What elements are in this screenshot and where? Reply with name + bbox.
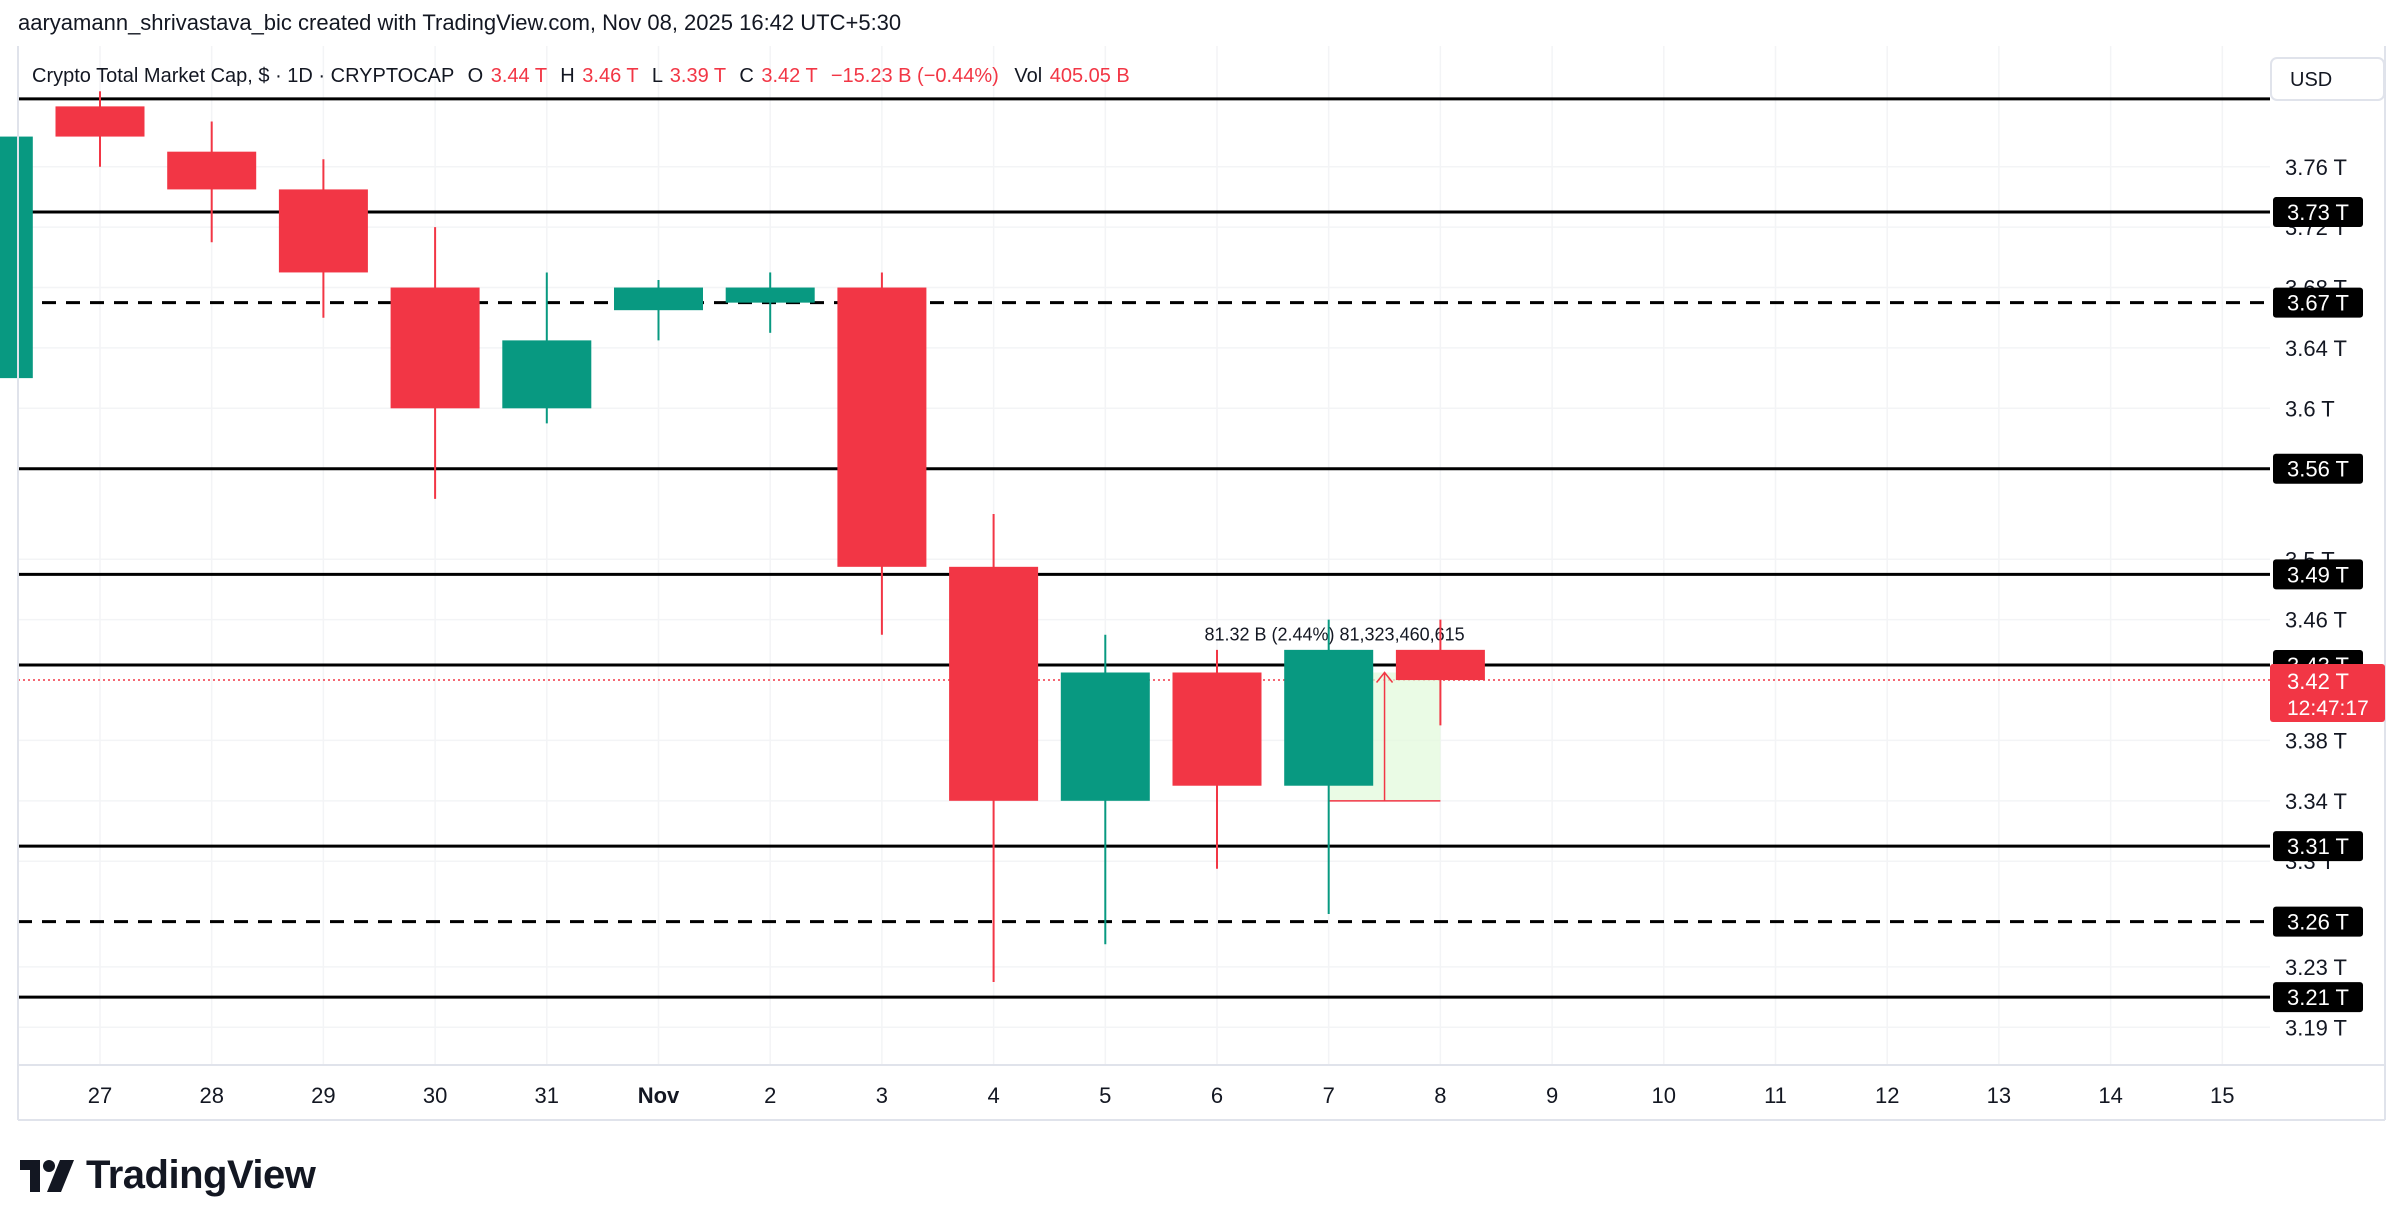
y-tick-label: 3.23 T xyxy=(2285,955,2347,980)
level-label-box xyxy=(2273,287,2363,318)
current-price-box xyxy=(2270,664,2385,723)
current-price-value: 3.42 T xyxy=(2287,669,2349,694)
svg-text:Crypto Total Market Cap, $ · 1: Crypto Total Market Cap, $ · 1D · CRYPTO… xyxy=(32,65,1130,87)
measure-arrow-head xyxy=(1375,671,1394,683)
candle-body[interactable] xyxy=(949,566,1039,801)
candle-body[interactable] xyxy=(390,287,480,409)
x-tick-label: 5 xyxy=(1099,1083,1111,1108)
candles[interactable] xyxy=(0,91,1485,982)
candle-body[interactable] xyxy=(167,151,257,190)
x-tick-label: 4 xyxy=(987,1083,999,1108)
x-tick-label: 27 xyxy=(88,1083,112,1108)
candle-body[interactable] xyxy=(1284,649,1374,786)
x-tick-label: 30 xyxy=(423,1083,447,1108)
legend-low-label: L xyxy=(652,65,663,87)
current-price-countdown: 12:47:17 xyxy=(2287,697,2369,720)
candle-body[interactable] xyxy=(502,340,592,409)
y-tick-label: 3.64 T xyxy=(2285,336,2347,361)
legend-vol-value: 405.05 B xyxy=(1050,65,1130,87)
x-tick-label: 6 xyxy=(1211,1083,1223,1108)
x-tick-label: 13 xyxy=(1987,1083,2011,1108)
x-tick-label: 9 xyxy=(1546,1083,1558,1108)
x-tick-label: 2 xyxy=(764,1083,776,1108)
level-label: 3.49 T xyxy=(2287,562,2349,587)
x-tick-label: Nov xyxy=(638,1083,680,1108)
level-label-box xyxy=(2273,831,2363,862)
measure-label: 81.32 B (2.44%) 81,323,460,615 xyxy=(1204,624,1464,644)
legend-symbol: Crypto Total Market Cap, $ · 1D · CRYPTO… xyxy=(32,65,454,87)
legend-close-label: C xyxy=(739,65,753,87)
x-tick-label: 15 xyxy=(2210,1083,2234,1108)
candle-body[interactable] xyxy=(614,287,703,311)
level-labels: 3.73 T3.67 T3.56 T3.49 T3.43 T3.31 T3.26… xyxy=(2273,197,2363,1013)
level-label: 3.31 T xyxy=(2287,834,2349,859)
currency-label: USD xyxy=(2290,69,2332,91)
y-tick-label: 3.19 T xyxy=(2285,1015,2347,1040)
x-tick-label: 28 xyxy=(199,1083,223,1108)
x-tick-label: 7 xyxy=(1323,1083,1335,1108)
legend-open-value: 3.44 T xyxy=(491,65,547,87)
x-tick-label: 29 xyxy=(311,1083,335,1108)
legend-low-value: 3.39 T xyxy=(670,65,726,87)
x-tick-label: 10 xyxy=(1652,1083,1676,1108)
tradingview-logo[interactable]: TradingView xyxy=(20,1153,316,1198)
legend-change: −15.23 B (−0.44%) xyxy=(831,65,999,87)
legend-vol-label: Vol xyxy=(1014,65,1042,87)
legend-open-label: O xyxy=(468,65,484,87)
x-tick-label: 11 xyxy=(1764,1083,1787,1108)
level-label: 3.26 T xyxy=(2287,910,2349,935)
level-label: 3.21 T xyxy=(2287,985,2349,1010)
tradingview-wordmark: TradingView xyxy=(86,1153,316,1197)
level-label: 3.67 T xyxy=(2287,291,2349,316)
level-label: 3.73 T xyxy=(2287,200,2349,225)
level-label-box xyxy=(2273,906,2363,937)
x-tick-label: 3 xyxy=(876,1083,888,1108)
chart-credit: aaryamann_shrivastava_bic created with T… xyxy=(18,10,902,35)
candle-body[interactable] xyxy=(1172,672,1262,786)
x-tick-label: 8 xyxy=(1434,1083,1446,1108)
x-tick-label: 14 xyxy=(2098,1083,2122,1108)
y-tick-label: 3.6 T xyxy=(2285,396,2335,421)
x-axis: 27 28 29 30 31 Nov 2 3 4 5 6 7 8 9 10 11 12 13 14 15 xyxy=(88,1083,2235,1108)
level-label-box xyxy=(2273,559,2363,590)
level-label-box xyxy=(2273,197,2363,228)
currency-selector[interactable]: USD xyxy=(2270,57,2385,101)
tradingview-logo-icon xyxy=(20,1159,74,1192)
x-tick-label: 12 xyxy=(1875,1083,1899,1108)
candle-body[interactable] xyxy=(0,136,33,379)
level-label-box xyxy=(2273,982,2363,1013)
candle-body[interactable] xyxy=(1060,672,1150,801)
legend-high-label: H xyxy=(560,65,574,87)
legend-high-value: 3.46 T xyxy=(582,65,638,87)
horizontal-levels xyxy=(18,97,2270,999)
current-price-tag: 3.42 T 12:47:17 xyxy=(2270,664,2385,723)
candle-body[interactable] xyxy=(55,106,145,137)
chart-frame xyxy=(17,46,2386,1121)
x-tick-label: 31 xyxy=(535,1083,559,1108)
candle-body[interactable] xyxy=(725,287,815,303)
legend-close-value: 3.42 T xyxy=(761,65,817,87)
level-label-box xyxy=(2273,453,2363,484)
y-tick-label: 3.34 T xyxy=(2285,789,2347,814)
candle-body[interactable] xyxy=(837,287,927,567)
y-tick-label: 3.46 T xyxy=(2285,608,2347,633)
candle-body[interactable] xyxy=(1395,649,1485,681)
symbol-legend: Crypto Total Market Cap, $ · 1D · CRYPTO… xyxy=(32,65,1130,87)
y-tick-label: 3.76 T xyxy=(2285,155,2347,180)
y-tick-label: 3.38 T xyxy=(2285,728,2347,753)
level-label: 3.56 T xyxy=(2287,457,2349,482)
candle-body[interactable] xyxy=(278,189,368,273)
